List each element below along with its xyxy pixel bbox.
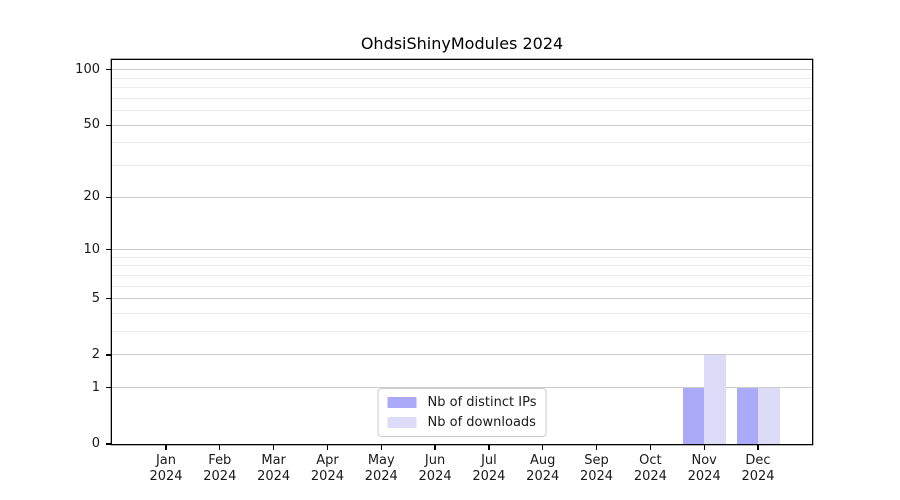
x-axis-tick-label: May 2024 [349,453,413,485]
gridline-minor [112,110,812,112]
legend-label-downloads: Nb of downloads [427,415,536,430]
gridline-minor [112,256,812,258]
x-tick-month: Nov [691,453,717,468]
x-tick-month: Apr [316,453,339,468]
x-axis-tick-label: Aug 2024 [511,453,575,485]
x-tick-year: 2024 [741,469,775,484]
gridline-minor [112,87,812,89]
x-axis-tick [542,445,544,451]
bar-distinct-ips [682,387,705,444]
x-axis-tick [165,445,167,451]
y-axis-tick [105,248,111,251]
x-tick-month: Dec [745,453,771,468]
y-axis-tick [105,196,111,198]
x-axis-tick-label: Jan 2024 [134,453,198,485]
y-axis-tick-label: 20 [83,189,100,205]
gridline-minor [112,265,812,267]
gridline-major [112,387,812,389]
x-axis-tick [595,445,598,451]
bar-distinct-ips [736,387,758,444]
gridline-minor [112,274,812,276]
gridline-major [112,196,812,198]
x-axis-tick-label: Dec 2024 [726,453,790,485]
y-axis-tick [105,443,111,445]
x-axis-tick-label: Mar 2024 [242,453,306,485]
x-tick-month: Mar [261,453,286,468]
legend-item-distinct-ips: Nb of distinct IPs [387,394,537,411]
gridline-minor [112,313,812,314]
x-tick-year: 2024 [472,469,506,484]
x-tick-year: 2024 [257,469,291,484]
chart-title: OhdsiShinyModules 2024 [360,34,564,53]
legend: Nb of distinct IPs Nb of downloads [377,388,547,437]
y-axis-tick-label: 5 [91,290,100,306]
x-axis-tick-label: Jul 2024 [457,453,521,485]
x-tick-year: 2024 [418,469,452,484]
x-axis-tick-label: Feb 2024 [188,453,252,485]
x-axis-tick-label: Nov 2024 [672,453,736,485]
legend-item-downloads: Nb of downloads [387,414,537,431]
legend-swatch-distinct-ips [387,397,417,408]
x-tick-year: 2024 [579,469,614,484]
x-tick-month: Oct [639,453,662,468]
x-axis-tick [219,445,221,451]
legend-label-distinct-ips: Nb of distinct IPs [427,395,537,410]
x-tick-month: Jul [481,453,497,468]
x-tick-month: Jan [155,453,177,468]
y-axis-tick [105,298,111,300]
x-tick-month: Feb [208,453,232,468]
y-axis-tick [105,387,111,389]
x-tick-year: 2024 [364,469,398,484]
y-axis-tick [105,354,111,356]
bar-downloads [758,387,780,444]
gridline-minor [112,285,812,287]
x-axis-tick [326,445,329,451]
x-tick-year: 2024 [687,469,721,484]
x-axis-tick [757,445,759,451]
x-tick-month: Jun [424,453,446,468]
gridline-major [112,69,812,71]
x-axis-tick-label: Jun 2024 [403,453,467,485]
x-axis-tick-label: Sep 2024 [565,453,629,485]
gridline-minor [112,77,812,79]
x-tick-year: 2024 [526,469,560,484]
x-tick-year: 2024 [310,469,344,484]
x-tick-month: Sep [584,453,609,468]
x-tick-year: 2024 [149,469,183,484]
gridline-major [112,124,812,126]
x-axis-tick [703,445,705,451]
x-axis-tick [488,445,490,451]
gridline-major [112,298,812,300]
x-tick-year: 2024 [633,469,667,484]
gridline-major [112,354,812,356]
y-axis-tick [105,69,111,71]
bar-downloads [704,354,726,444]
y-axis-tick-label: 10 [83,241,100,257]
x-axis-tick [272,445,275,451]
x-axis-tick [649,445,651,451]
x-axis-tick [434,445,436,451]
y-axis-tick-label: 100 [75,61,100,77]
y-axis-tick-label: 1 [91,379,100,395]
legend-swatch-downloads [387,417,417,428]
y-axis-tick [105,124,111,126]
x-axis-tick-label: Oct 2024 [618,453,682,485]
gridline-minor [112,97,812,99]
gridline-minor [112,142,812,144]
gridline-minor [112,165,812,167]
y-axis-tick-label: 50 [83,117,100,133]
gridline-major [112,249,812,251]
x-tick-month: May [367,453,395,468]
y-axis-tick-label: 0 [91,436,100,451]
y-axis-tick-label: 2 [91,346,100,362]
x-tick-year: 2024 [203,469,237,484]
plot-area: Nb of distinct IPs Nb of downloads [112,60,812,444]
x-axis-tick-label: Apr 2024 [295,453,359,485]
x-axis-tick [380,445,382,451]
gridline-minor [112,331,812,333]
x-tick-month: Aug [530,453,556,468]
